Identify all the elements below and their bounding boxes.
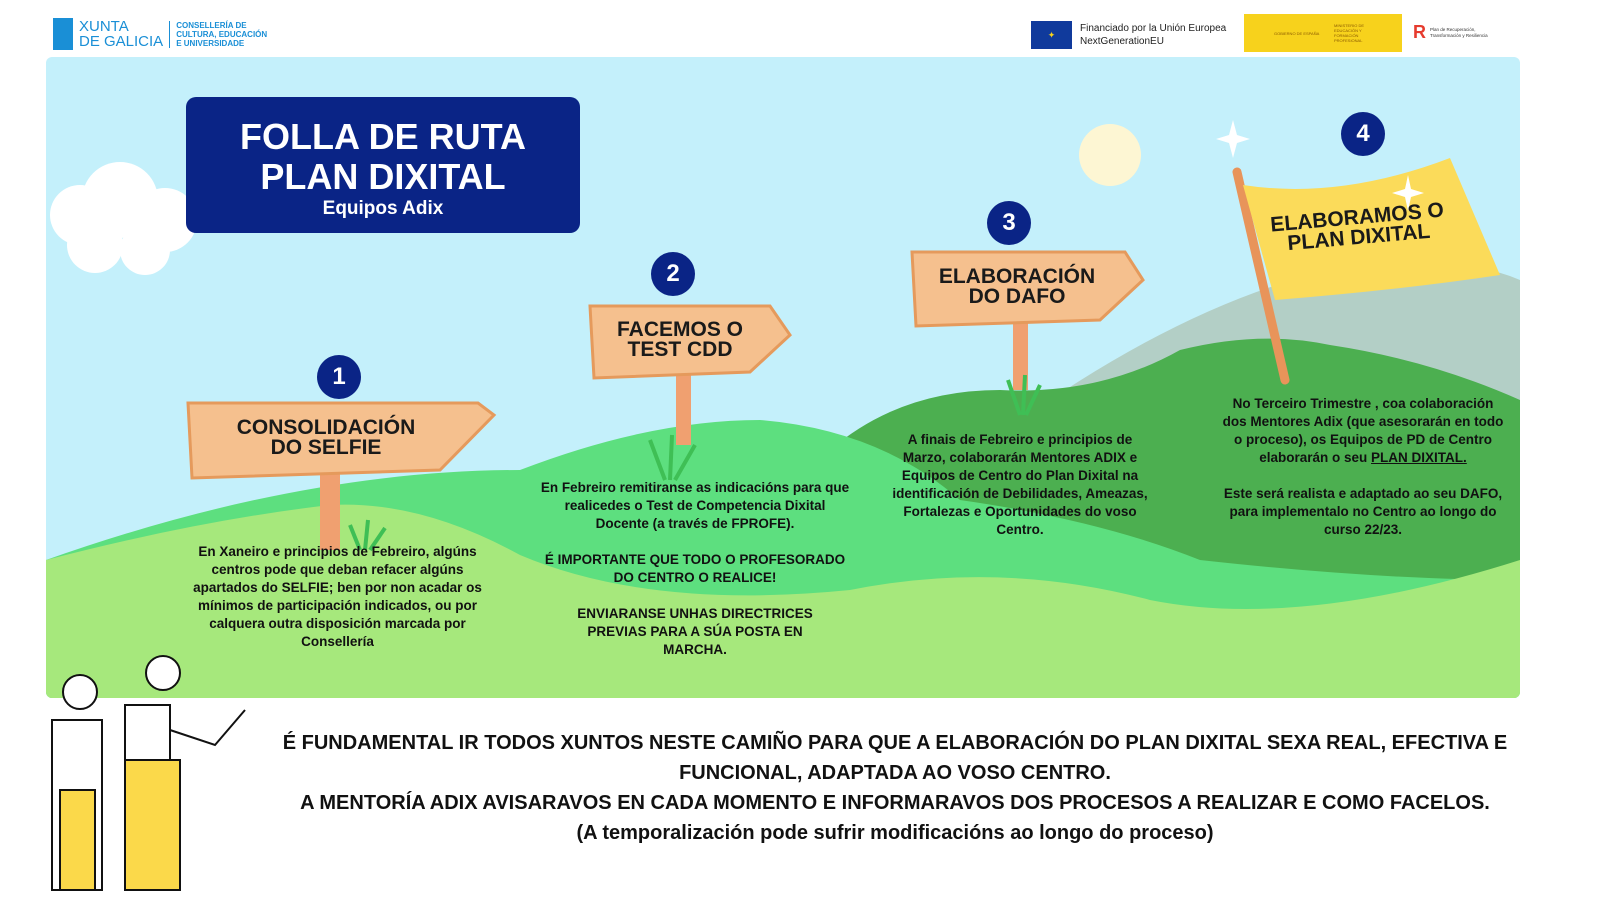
- footer-line-1: É FUNDAMENTAL IR TODOS XUNTOS NESTE CAMI…: [282, 732, 1508, 784]
- people-illustration: [51, 655, 246, 891]
- step-2-description: En Febreiro remitiranse as indicacións p…: [540, 480, 850, 657]
- sign-post-1: [320, 470, 340, 550]
- xunta-dept-line: E UNIVERSIDADE: [176, 38, 245, 48]
- prtr-line1: Plan de Recuperación,: [1430, 26, 1476, 32]
- sign-board-1: [186, 401, 497, 480]
- step-number-1: 1: [317, 355, 361, 399]
- sparkle-icon: [1216, 120, 1424, 211]
- footer: É FUNDAMENTAL IR TODOS XUNTOS NESTE CAMI…: [250, 728, 1540, 848]
- xunta-line1: XUNTA: [79, 18, 129, 35]
- flag-pole: [1232, 167, 1290, 385]
- eu-flag-icon: ✦: [1031, 21, 1072, 49]
- step-number-4: 4: [1341, 112, 1385, 156]
- footer-line-2: A MENTORÍA ADIX AVISARAVOS EN CADA MOMEN…: [300, 792, 1490, 814]
- xunta-line2: DE GALICIA: [79, 33, 164, 50]
- xunta-dept-line: CONSELLERÍA DE: [176, 20, 247, 30]
- title-box: FOLLA DE RUTA PLAN DIXITAL Equipos Adix: [186, 97, 580, 233]
- prtr-logo: R Plan de Recuperación, Transformación y …: [1413, 22, 1488, 43]
- grass: [348, 374, 1042, 552]
- sign-label-3: ELABORACIÓN DO DAFO: [938, 265, 1096, 308]
- sun: [1079, 124, 1141, 186]
- sign-label-1: CONSOLIDACIÓN DO SELFIE: [236, 416, 416, 459]
- xunta-logo: XUNTA DE GALICIA CONSELLERÍA DE CULTURA, …: [53, 18, 267, 50]
- sign-label-2: FACEMOS O TEST CDD: [616, 318, 743, 361]
- step-1-description: En Xaneiro e principios de Febreiro, alg…: [193, 544, 482, 649]
- prtr-line2: Transformación y Resiliencia: [1430, 32, 1488, 38]
- ministerio-label: MINISTERIO DE EDUCACIÓN Y FORMACIÓN PROF…: [1334, 23, 1365, 43]
- gobierno-logo: GOBIERNO DE ESPAÑA MINISTERIO DE EDUCACIÓ…: [1244, 14, 1402, 52]
- prtr-icon: R: [1413, 22, 1426, 42]
- step-4-description: No Terceiro Trimestre , coa colaboración…: [1222, 396, 1504, 537]
- eu-logo: ✦ Financiado por la Unión Europea NextGen…: [1031, 21, 1226, 49]
- footer-line-3: (A temporalización pode sufrir modificac…: [576, 822, 1214, 844]
- step-3-description: A finais de Febreiro e principios de Mar…: [892, 432, 1148, 537]
- flag: [1243, 158, 1500, 300]
- step-number-2: 2: [651, 252, 695, 296]
- eu-line2: NextGenerationEU: [1080, 36, 1164, 47]
- eu-line1: Financiado por la Unión Europea: [1080, 23, 1227, 34]
- gobierno-label: GOBIERNO DE ESPAÑA: [1274, 30, 1320, 36]
- sign-post-2: [676, 370, 691, 445]
- sign-board-3: [910, 250, 1145, 328]
- sign-board-2: [588, 304, 792, 380]
- step-number-3: 3: [987, 201, 1031, 245]
- cloud: [50, 162, 197, 275]
- sign-post-3: [1013, 320, 1028, 390]
- page-title: FOLLA DE RUTA PLAN DIXITAL: [240, 116, 526, 197]
- hill-light: [46, 504, 1520, 698]
- xunta-dept: CONSELLERÍA DE CULTURA, EDUCACIÓN E UNIVER…: [169, 20, 268, 48]
- page-subtitle: Equipos Adix: [322, 198, 444, 219]
- xunta-shield-icon: [53, 18, 73, 50]
- xunta-dept-line: CULTURA, EDUCACIÓN: [176, 29, 268, 39]
